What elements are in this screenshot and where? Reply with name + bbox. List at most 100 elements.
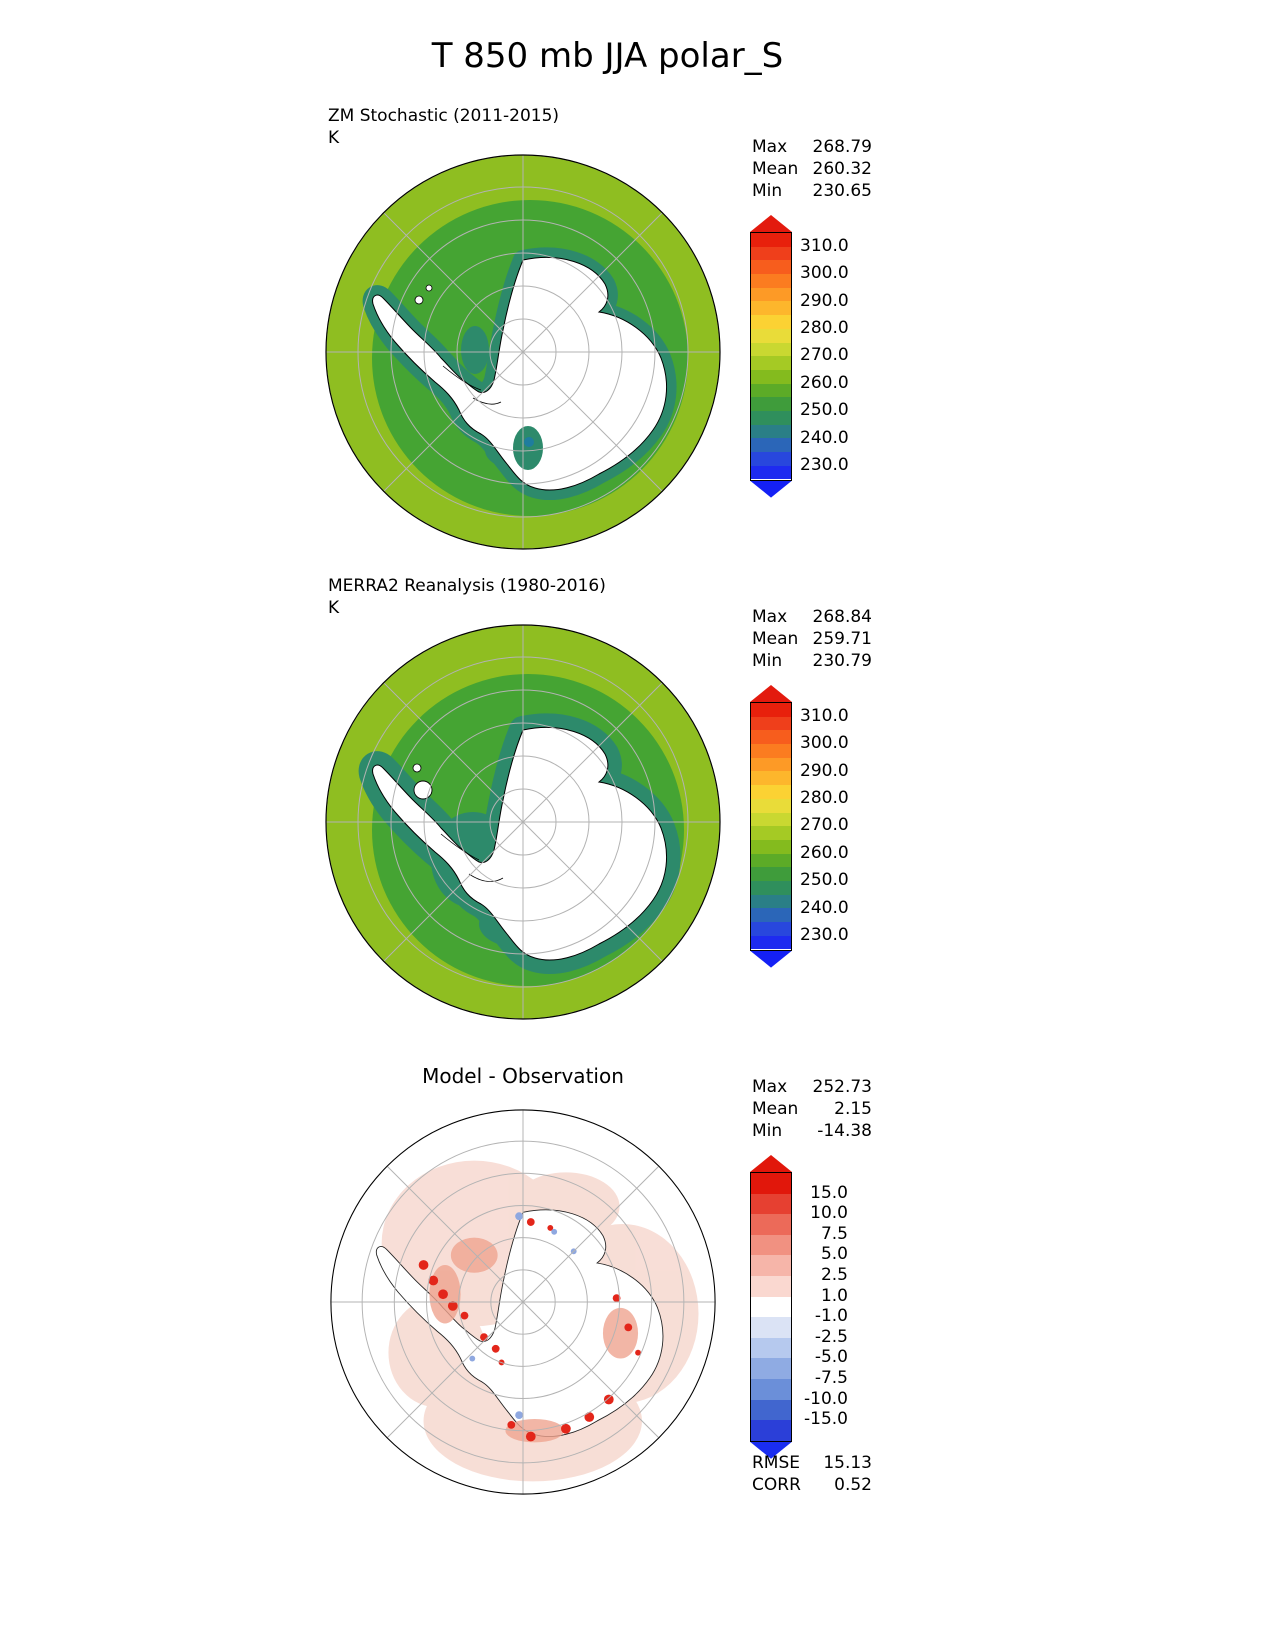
colorbar-segment: [751, 1193, 791, 1215]
colorbar-tick-label: 310.0: [800, 705, 849, 726]
colorbar-segment: [751, 438, 791, 452]
colorbar-arrow-bottom: [750, 480, 792, 498]
stat-value: 2.15: [834, 1099, 872, 1119]
coast-detail: [440, 833, 504, 882]
stat-value: -14.38: [817, 1121, 872, 1141]
colorbar-segment: [751, 315, 791, 329]
stats-diff: Max 252.73 Mean 2.15 Min -14.38: [752, 1076, 872, 1142]
colorbar-segment: [751, 826, 791, 840]
colorbar-segment: [751, 1399, 791, 1421]
stat-label: Min: [752, 181, 783, 201]
map-obs: [325, 624, 721, 1020]
colorbar-tick-label: 270.0: [800, 815, 849, 836]
map-model: [325, 154, 721, 550]
graticule: [331, 1110, 715, 1494]
stat-row: Max 268.79: [752, 136, 872, 158]
colorbar-tick-label: 15.0: [810, 1182, 848, 1203]
colorbar-segment: [751, 1378, 791, 1400]
colorbar-body: [750, 702, 792, 951]
stat-row: Max 268.84: [752, 606, 872, 628]
colorbar-tick-label: 260.0: [800, 372, 849, 393]
map-boundary: [330, 1109, 716, 1495]
stat-row: Mean 259.71: [752, 628, 872, 650]
stat-value: 260.32: [812, 159, 872, 179]
colorbar-tick-label: 7.5: [820, 1223, 848, 1244]
colorbar-tick-label: 240.0: [800, 897, 849, 918]
stat-value: 268.79: [812, 137, 872, 157]
colorbar-segment: [751, 935, 791, 950]
figure-title: T 850 mb JJA polar_S: [431, 36, 784, 76]
antarctica: [372, 727, 667, 961]
colorbar-segment: [751, 867, 791, 881]
colorbar-segment: [751, 424, 791, 439]
colorbar-segment: [751, 771, 791, 786]
colorbar-tick-label: -15.0: [804, 1409, 848, 1430]
colorbar-segment: [751, 703, 791, 717]
colorbar-ticks: 15.0 10.0 7.5 5.0 2.5 1.0 -1.0 -2.5 -5.0 -7.5 -10.…: [800, 1172, 848, 1440]
map-diff: [330, 1109, 716, 1495]
colorbar-segment: [751, 356, 791, 370]
colorbar-tick-label: 300.0: [800, 263, 849, 284]
colorbar-segment: [751, 342, 791, 357]
colorbar-segment: [751, 1255, 791, 1276]
stat-value: 15.13: [823, 1453, 872, 1473]
colorbar-arrow-top: [750, 685, 792, 702]
stat-label: Mean: [752, 1099, 799, 1119]
colorbar-tick-label: 1.0: [820, 1285, 848, 1306]
colorbar-tick-label: 240.0: [800, 427, 849, 448]
colorbar-tick-label: -5.0: [814, 1347, 848, 1368]
ross-sea-notch: [513, 426, 543, 470]
colorbar-tick-label: -7.5: [814, 1368, 848, 1388]
stat-label: Min: [752, 651, 783, 671]
stat-value: 259.71: [812, 629, 872, 649]
colorbar-segment: [751, 369, 791, 384]
colorbar-body: [750, 1172, 792, 1442]
colorbar-ticks: 310.0 300.0 290.0 280.0 270.0 260.0 250.0 240.0…: [800, 702, 849, 949]
colorbar-tick-label: 230.0: [800, 924, 849, 945]
colorbar-tick-label: 310.0: [800, 235, 849, 256]
panel-model-title: ZM Stochastic (2011-2015): [328, 106, 560, 126]
colorbar-segment: [751, 853, 791, 868]
stat-row: Mean 2.15: [752, 1098, 872, 1120]
graticule: [326, 625, 720, 1019]
colorbar-tick-label: 290.0: [800, 760, 849, 781]
graticule: [326, 155, 720, 549]
island: [412, 763, 422, 773]
colorbar-arrow-top: [750, 215, 792, 232]
colorbar-segment: [751, 716, 791, 731]
colorbar-segment: [751, 908, 791, 922]
stat-value: 230.79: [812, 651, 872, 671]
colorbar-segment: [751, 233, 791, 247]
colorbar-segment: [751, 1317, 791, 1338]
stat-label: Max: [752, 1077, 788, 1097]
colorbar-tick-label: 260.0: [800, 842, 849, 863]
colorbar-arrow-top: [750, 1155, 792, 1172]
cold-spot: [524, 437, 534, 447]
stat-label: CORR: [752, 1475, 801, 1495]
colorbar-segment: [751, 397, 791, 411]
colorbar-segment: [751, 1234, 791, 1256]
colorbar-tick-label: 250.0: [800, 400, 849, 421]
colorbar-segment: [751, 785, 791, 799]
stat-value: 0.52: [834, 1475, 872, 1495]
antarctica: [375, 1209, 664, 1438]
colorbar-body: [750, 232, 792, 481]
colorbar-tick-label: 300.0: [800, 733, 849, 754]
stat-row: Min 230.79: [752, 650, 872, 672]
colorbar-tick-label: -10.0: [804, 1388, 848, 1409]
colorbar-segment: [751, 1296, 791, 1318]
colorbar-model: 310.0 300.0 290.0 280.0 270.0 260.0 250.0 240.0…: [750, 215, 860, 498]
colorbar-segment: [751, 246, 791, 261]
colorbar-segment: [751, 452, 791, 466]
colorbar-segment: [751, 798, 791, 813]
colorbar-segment: [751, 1358, 791, 1379]
colorbar-tick-label: 270.0: [800, 345, 849, 366]
map-boundary: [325, 624, 721, 1020]
colorbar-segment: [751, 287, 791, 302]
colorbar-segment: [751, 301, 791, 316]
colorbar-segment: [751, 1275, 791, 1297]
stat-value: 268.84: [812, 607, 872, 627]
colorbar-segment: [751, 260, 791, 275]
stat-row: Min -14.38: [752, 1120, 872, 1142]
antarctica: [372, 257, 667, 491]
